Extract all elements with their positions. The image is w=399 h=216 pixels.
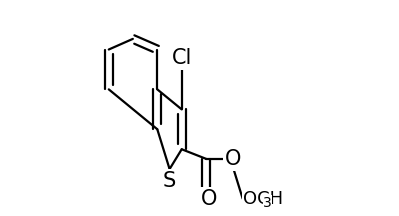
Text: O: O <box>225 149 241 169</box>
Text: O: O <box>201 189 217 209</box>
Text: Cl: Cl <box>172 48 192 68</box>
Text: OCH: OCH <box>243 190 283 208</box>
Text: S: S <box>163 171 176 191</box>
Text: 3: 3 <box>263 196 272 210</box>
